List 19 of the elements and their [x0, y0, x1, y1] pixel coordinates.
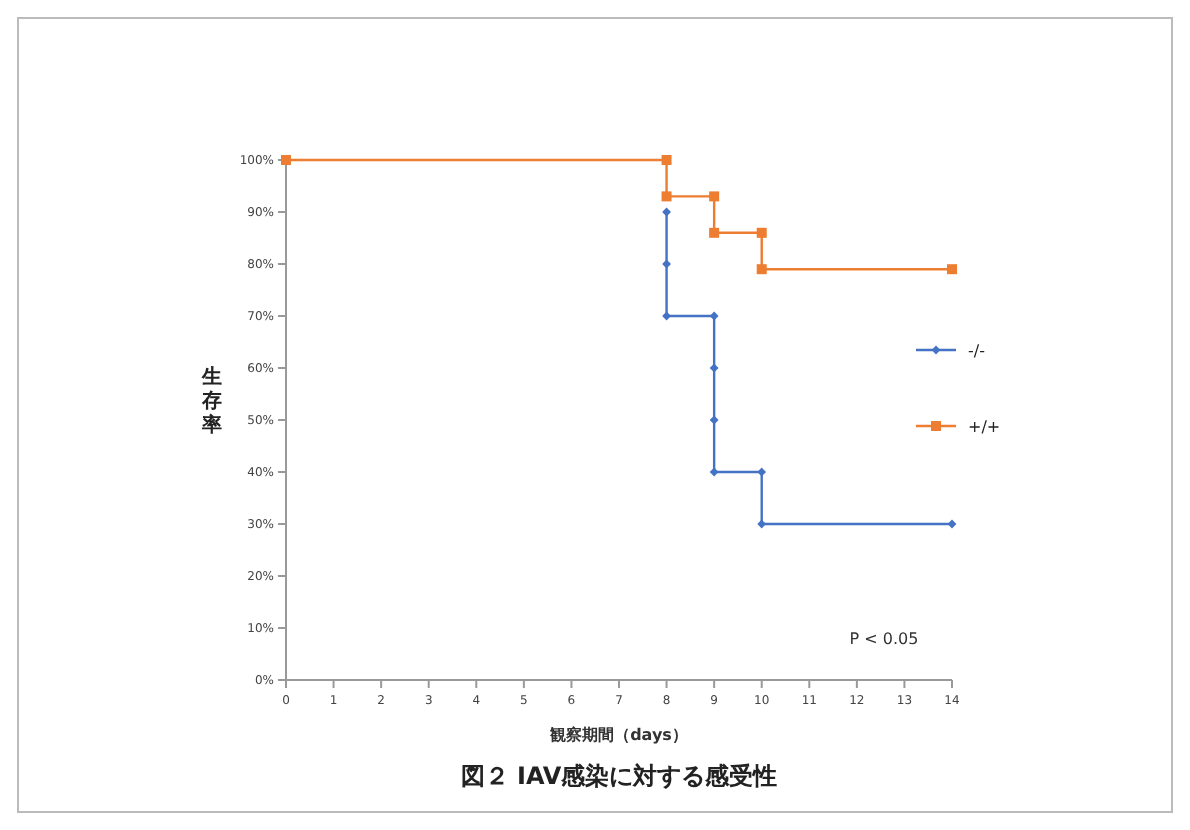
legend-label: +/+ — [968, 417, 1001, 436]
point — [757, 467, 767, 477]
point — [947, 519, 957, 529]
annotation: P < 0.05 — [849, 630, 919, 648]
point — [709, 415, 719, 425]
point — [709, 467, 719, 477]
y-axis-title: 生存率 — [200, 365, 222, 437]
point — [709, 363, 719, 373]
legend-label: -/- — [968, 341, 986, 360]
text: 図２ IAV感染に対する感受性 — [460, 762, 778, 790]
point — [661, 155, 672, 165]
point — [947, 264, 957, 275]
point — [709, 227, 720, 238]
point — [709, 311, 719, 321]
x-axis-title: 観察期間（days） — [548, 724, 688, 744]
point — [756, 227, 767, 238]
point — [709, 191, 720, 202]
point — [661, 191, 672, 202]
point — [756, 264, 767, 275]
